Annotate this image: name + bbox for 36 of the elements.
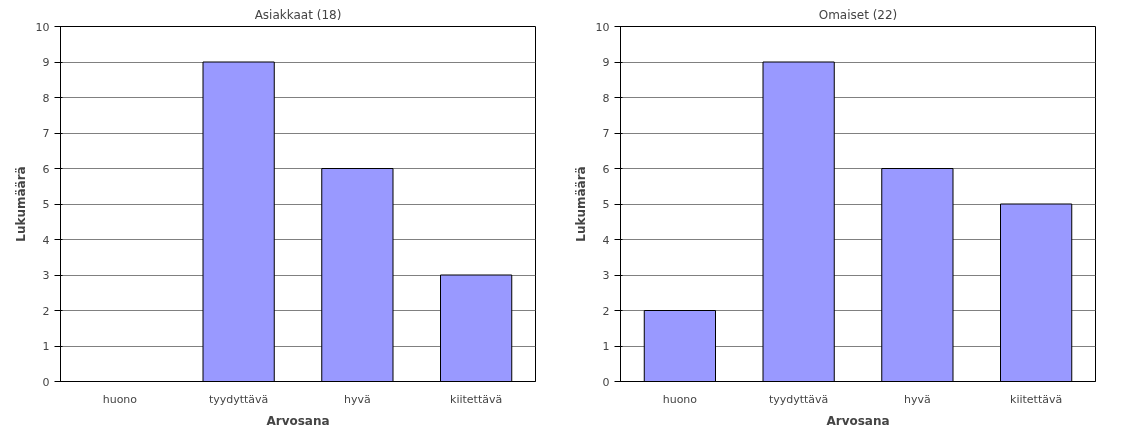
x-tick-label: kiitettävä — [450, 392, 503, 406]
y-tick-label: 5 — [602, 198, 610, 211]
y-tick-label: 5 — [42, 198, 50, 211]
y-tick-label: 2 — [602, 304, 610, 318]
y-tick-label: 7 — [42, 127, 50, 140]
y-tick-label: 8 — [602, 91, 610, 105]
x-tick-label: tyydyttävä — [208, 392, 269, 406]
x-tick-label: hyvä — [344, 392, 371, 406]
y-tick-label: 7 — [602, 127, 610, 140]
y-tick-label: 1 — [42, 340, 50, 353]
y-tick-label: 1 — [602, 340, 610, 353]
y-tick-label: 8 — [42, 91, 50, 105]
y-tick-label: 9 — [602, 56, 610, 69]
x-axis-title: Arvosana — [266, 413, 330, 428]
y-tick-label: 4 — [42, 233, 50, 247]
y-tick-label: 10 — [595, 20, 610, 34]
y-tick-label: 6 — [42, 162, 50, 176]
y-tick-label: 10 — [35, 20, 50, 34]
y-tick-label: 9 — [42, 56, 50, 69]
chart-title: Omaiset (22) — [818, 7, 898, 22]
x-axis-title: Arvosana — [826, 413, 890, 428]
y-tick-label: 6 — [602, 162, 610, 176]
y-axis-title: Lukumäärä — [13, 166, 28, 242]
x-tick-label: hyvä — [904, 392, 931, 406]
y-tick-label: 4 — [602, 233, 610, 247]
chart-title: Asiakkaat (18) — [254, 7, 342, 22]
x-tick-label: tyydyttävä — [768, 392, 829, 406]
y-tick-label: 0 — [602, 375, 610, 389]
y-tick-label: 2 — [42, 304, 50, 318]
y-axis-title: Lukumäärä — [573, 166, 588, 242]
x-tick-label: huono — [102, 392, 138, 406]
y-tick-label: 3 — [602, 269, 610, 282]
y-tick-label: 0 — [42, 375, 50, 389]
x-tick-label: huono — [662, 392, 698, 406]
x-tick-label: kiitettävä — [1010, 392, 1063, 406]
y-tick-label: 3 — [42, 269, 50, 282]
